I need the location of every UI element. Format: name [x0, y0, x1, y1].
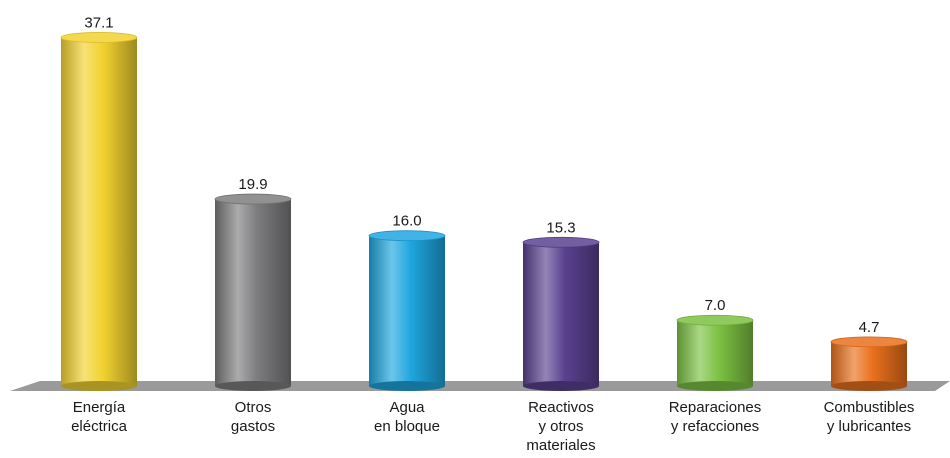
bar-base	[523, 381, 599, 391]
category-label: Reparaciones y refacciones	[669, 399, 762, 435]
category-label-line: Reactivos	[528, 399, 594, 416]
category-label-line: Combustibles	[824, 399, 915, 416]
bar-top	[60, 32, 138, 43]
category-label-line: en bloque	[374, 418, 440, 435]
bar	[676, 314, 754, 391]
bar-body	[215, 199, 291, 386]
category-label-line: gastos	[231, 418, 275, 435]
bar-body	[677, 320, 753, 386]
category-label: Energía eléctrica	[71, 399, 128, 435]
bar	[522, 236, 600, 391]
category-label: Agua en bloque	[374, 399, 440, 435]
bar	[368, 230, 446, 391]
bar-top	[368, 230, 446, 242]
category-label: Otros gastos	[231, 399, 275, 435]
bar	[214, 193, 292, 391]
category-label: Reactivos y otros materiales	[526, 399, 595, 454]
bar	[830, 336, 908, 391]
bar-top	[676, 314, 754, 326]
category-label-line: Reparaciones	[669, 399, 762, 416]
bar-base	[369, 381, 445, 391]
bar-body	[61, 37, 137, 387]
category-label: Combustibles y lubricantes	[824, 399, 915, 435]
category-label-line: y lubricantes	[827, 418, 911, 435]
bar-base	[831, 381, 907, 391]
bar-base	[215, 381, 291, 391]
category-label-line: y refacciones	[671, 418, 759, 435]
data-label: 15.3	[546, 219, 575, 236]
bar-body	[831, 341, 907, 386]
data-label: 16.0	[392, 213, 421, 230]
category-label-line: Otros	[235, 399, 272, 416]
bars-group	[60, 32, 908, 391]
data-label: 37.1	[84, 14, 113, 31]
category-label-line: Energía	[73, 399, 126, 416]
value-labels-group: 37.1 19.9 16.0 15.3 7.0 4.7	[84, 14, 879, 335]
category-label-line: Agua	[389, 399, 425, 416]
bar-top	[830, 336, 908, 348]
chart-floor	[10, 381, 950, 391]
bar-base	[61, 381, 137, 391]
data-label: 7.0	[705, 297, 726, 314]
data-label: 19.9	[238, 176, 267, 193]
category-label-line: materiales	[526, 437, 595, 454]
category-label-line: eléctrica	[71, 418, 128, 435]
bar-base	[677, 381, 753, 391]
data-label: 4.7	[859, 319, 880, 336]
category-label-line: y otros	[538, 418, 583, 435]
bar-top	[214, 193, 292, 205]
bar-top	[522, 236, 600, 248]
category-labels-group: Energía eléctrica Otros gastos Agua en bloque…	[71, 399, 914, 454]
bar-body	[369, 235, 445, 386]
bar	[60, 32, 138, 391]
bar-body	[523, 242, 599, 386]
